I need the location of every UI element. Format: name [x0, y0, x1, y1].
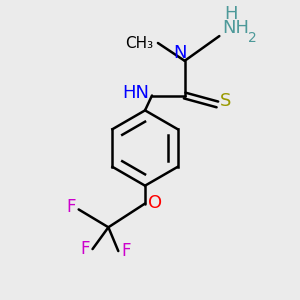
- Text: F: F: [66, 199, 76, 217]
- Text: F: F: [121, 242, 131, 260]
- Text: F: F: [80, 240, 90, 258]
- Text: N: N: [173, 44, 187, 62]
- Text: NH: NH: [222, 19, 249, 37]
- Text: S: S: [220, 92, 232, 110]
- Text: CH₃: CH₃: [125, 35, 153, 50]
- Text: 2: 2: [248, 31, 257, 45]
- Text: H: H: [224, 5, 238, 23]
- Text: O: O: [148, 194, 162, 212]
- Text: HN: HN: [122, 83, 149, 101]
